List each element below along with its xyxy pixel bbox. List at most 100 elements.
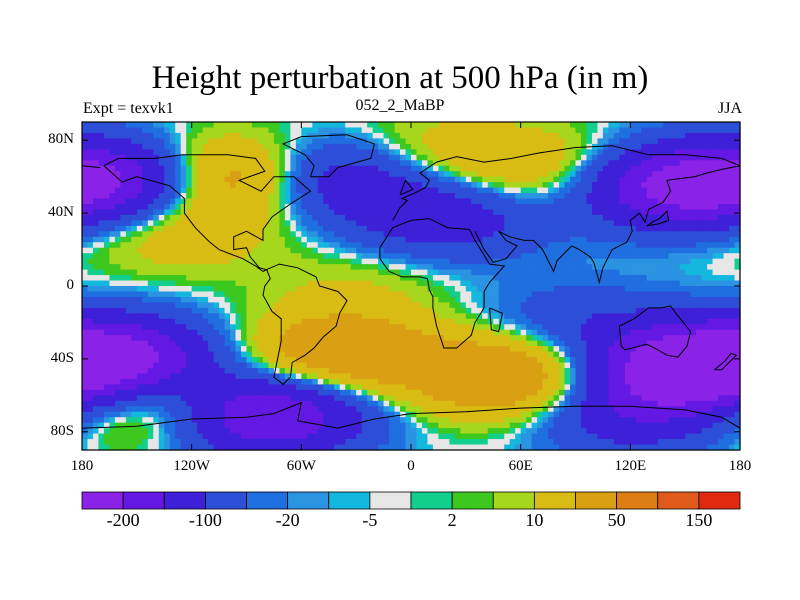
field-cell <box>235 204 242 211</box>
field-cell <box>224 138 231 145</box>
field-cell <box>367 296 374 303</box>
field-cell <box>674 143 681 150</box>
field-cell <box>257 318 264 325</box>
field-cell <box>306 335 313 342</box>
field-cell <box>356 286 363 293</box>
field-cell <box>246 247 253 254</box>
field-cell <box>208 313 215 320</box>
field-cell <box>559 182 566 189</box>
field-cell <box>504 329 511 336</box>
field-cell <box>548 165 555 172</box>
field-cell <box>350 264 357 271</box>
field-cell <box>372 280 379 287</box>
field-cell <box>295 340 302 347</box>
field-cell <box>531 313 538 320</box>
field-cell <box>608 324 615 331</box>
field-cell <box>663 302 670 309</box>
field-cell <box>328 340 335 347</box>
field-cell <box>136 236 143 243</box>
field-cell <box>416 258 423 265</box>
field-cell <box>734 296 741 303</box>
field-cell <box>602 335 609 342</box>
field-cell <box>394 214 401 221</box>
field-cell <box>482 296 489 303</box>
field-cell <box>685 275 692 282</box>
field-cell <box>400 187 407 194</box>
field-cell <box>509 269 516 276</box>
field-cell <box>411 176 418 183</box>
field-cell <box>394 176 401 183</box>
field-cell <box>509 296 516 303</box>
field-cell <box>345 154 352 161</box>
field-cell <box>301 187 308 194</box>
field-cell <box>460 165 467 172</box>
field-cell <box>591 171 599 178</box>
field-cell <box>734 318 741 325</box>
field-cell <box>597 247 604 254</box>
field-cell <box>575 214 582 221</box>
field-cell <box>191 127 198 134</box>
field-cell <box>400 214 407 221</box>
field-cell <box>646 280 653 287</box>
field-cell <box>548 258 555 265</box>
field-cell <box>454 209 461 216</box>
field-cell <box>147 307 154 314</box>
field-cell <box>690 165 697 172</box>
field-cell <box>520 291 527 298</box>
field-cell <box>202 214 209 221</box>
field-cell <box>416 143 423 150</box>
field-cell <box>520 209 527 216</box>
field-cell <box>169 291 176 298</box>
field-cell <box>438 209 445 216</box>
field-cell <box>345 269 352 276</box>
field-cell <box>208 214 215 221</box>
field-cell <box>186 143 193 150</box>
field-cell <box>591 193 599 200</box>
field-cell <box>312 154 319 161</box>
field-cell <box>339 335 346 342</box>
field-cell <box>180 269 187 276</box>
field-cell <box>114 182 121 189</box>
field-cell <box>103 236 111 243</box>
field-cell <box>98 182 105 189</box>
field-cell <box>262 318 270 325</box>
field-cell <box>674 269 681 276</box>
field-cell <box>125 122 132 129</box>
field-cell <box>142 258 149 265</box>
field-cell <box>411 236 418 243</box>
field-cell <box>142 143 149 150</box>
field-cell <box>718 296 725 303</box>
field-cell <box>641 242 648 249</box>
field-cell <box>679 214 686 221</box>
field-cell <box>454 247 461 254</box>
field-cell <box>427 182 434 189</box>
field-cell <box>471 258 478 265</box>
field-cell <box>235 198 242 205</box>
field-cell <box>493 220 500 227</box>
field-cell <box>619 313 626 320</box>
field-cell <box>202 253 209 260</box>
field-cell <box>564 187 571 194</box>
field-cell <box>734 214 741 221</box>
field-cell <box>372 209 379 216</box>
field-cell <box>372 198 379 205</box>
field-cell <box>641 138 648 145</box>
field-cell <box>356 242 363 249</box>
field-cell <box>657 160 664 167</box>
field-cell <box>257 329 264 336</box>
field-cell <box>224 264 231 271</box>
field-cell <box>679 122 686 129</box>
field-cell <box>548 335 555 342</box>
field-cell <box>378 291 385 298</box>
field-cell <box>679 182 686 189</box>
field-cell <box>257 236 264 243</box>
field-cell <box>262 242 270 249</box>
field-cell <box>471 149 478 156</box>
field-cell <box>482 198 489 205</box>
field-cell <box>586 187 593 194</box>
field-cell <box>383 318 390 325</box>
field-cell <box>613 296 620 303</box>
field-cell <box>707 236 714 243</box>
field-cell <box>432 132 440 139</box>
field-cell <box>142 302 149 309</box>
